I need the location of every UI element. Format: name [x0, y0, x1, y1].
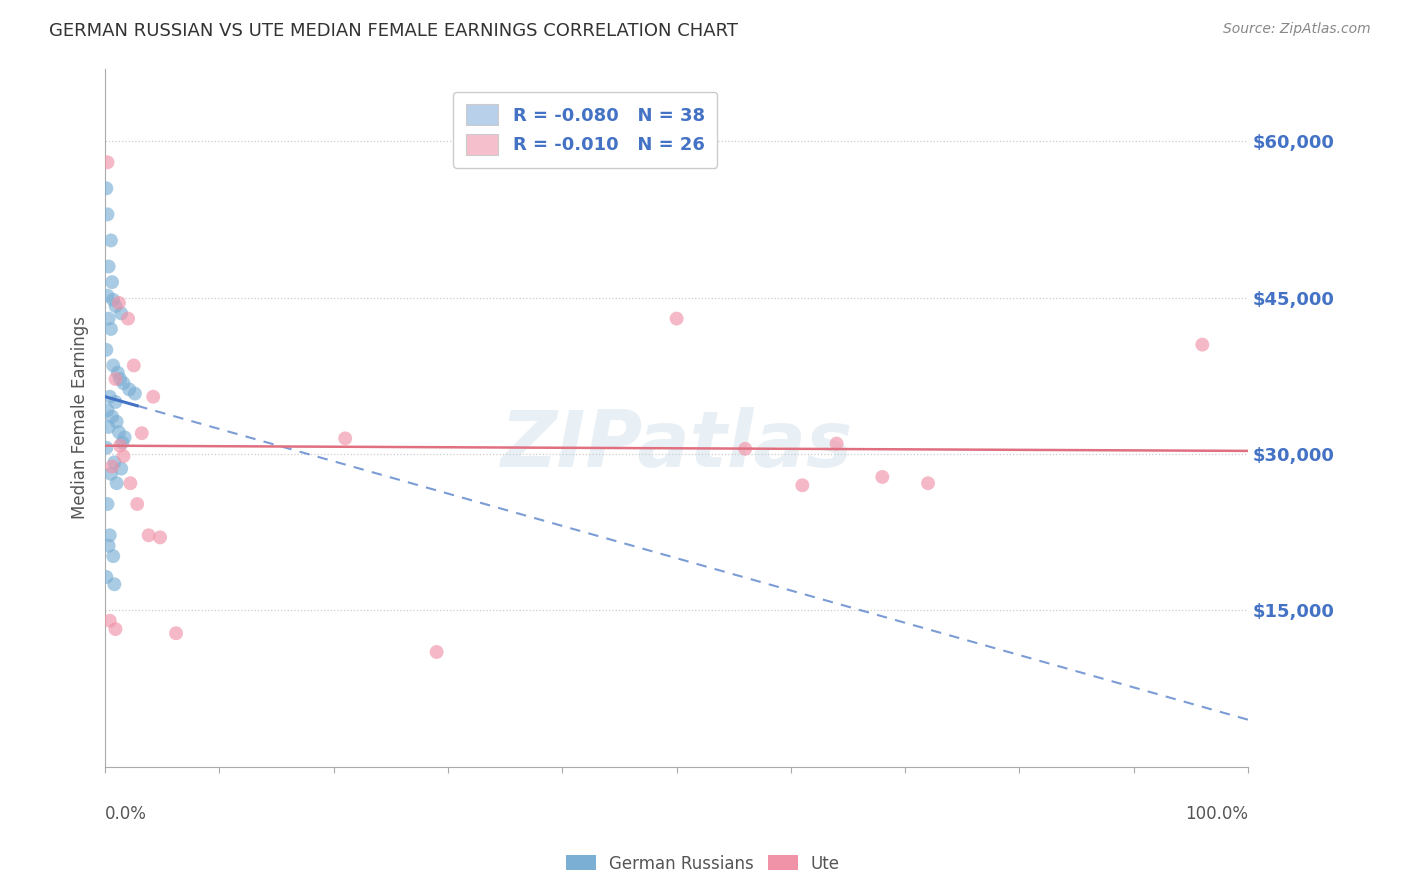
Point [103, 577, 125, 591]
Point [110, 461, 132, 475]
Point [1191, 337, 1213, 351]
Point [108, 439, 131, 453]
Point [665, 311, 688, 326]
Point [108, 425, 131, 439]
Point [96, 343, 118, 357]
Point [117, 311, 139, 326]
Point [96, 403, 118, 417]
Point [101, 275, 124, 289]
Point [108, 296, 131, 310]
Point [100, 234, 122, 248]
Legend: R = -0.080   N = 38, R = -0.010   N = 26: R = -0.080 N = 38, R = -0.010 N = 26 [453, 92, 717, 168]
Point [101, 459, 124, 474]
Point [97, 260, 120, 274]
Point [426, 645, 449, 659]
Legend: German Russians, Ute: German Russians, Ute [560, 848, 846, 880]
Point [127, 497, 149, 511]
Point [96, 288, 118, 302]
Point [100, 322, 122, 336]
Point [103, 455, 125, 469]
Point [96, 207, 118, 221]
Point [105, 476, 128, 491]
Point [872, 470, 894, 484]
Point [105, 415, 128, 429]
Point [97, 539, 120, 553]
Point [104, 395, 127, 409]
Point [118, 383, 141, 397]
Point [103, 549, 125, 563]
Text: 0.0%: 0.0% [105, 805, 148, 823]
Text: ZIPatlas: ZIPatlas [501, 408, 853, 483]
Point [98, 528, 121, 542]
Point [917, 476, 939, 491]
Point [825, 436, 848, 450]
Point [165, 626, 187, 640]
Point [111, 435, 134, 450]
Point [97, 311, 120, 326]
Point [96, 155, 118, 169]
Point [120, 476, 142, 491]
Point [107, 366, 129, 380]
Point [98, 390, 121, 404]
Point [100, 467, 122, 481]
Point [104, 372, 127, 386]
Y-axis label: Median Female Earnings: Median Female Earnings [72, 316, 89, 519]
Point [142, 390, 165, 404]
Point [96, 441, 118, 455]
Point [96, 570, 118, 584]
Text: GERMAN RUSSIAN VS UTE MEDIAN FEMALE EARNINGS CORRELATION CHART: GERMAN RUSSIAN VS UTE MEDIAN FEMALE EARN… [49, 22, 738, 40]
Text: Source: ZipAtlas.com: Source: ZipAtlas.com [1223, 22, 1371, 37]
Point [335, 431, 357, 445]
Point [104, 622, 127, 636]
Point [138, 528, 160, 542]
Point [96, 497, 118, 511]
Point [734, 442, 756, 456]
Point [98, 614, 121, 628]
Text: 100.0%: 100.0% [1185, 805, 1249, 823]
Point [103, 359, 125, 373]
Point [112, 376, 135, 391]
Point [108, 372, 131, 386]
Point [104, 299, 127, 313]
Point [97, 420, 120, 434]
Point [131, 426, 153, 441]
Point [101, 409, 124, 424]
Point [122, 359, 145, 373]
Point [124, 386, 146, 401]
Point [112, 449, 135, 463]
Point [96, 181, 118, 195]
Point [110, 306, 132, 320]
Point [114, 430, 136, 444]
Point [149, 530, 172, 544]
Point [792, 478, 814, 492]
Point [103, 293, 125, 307]
